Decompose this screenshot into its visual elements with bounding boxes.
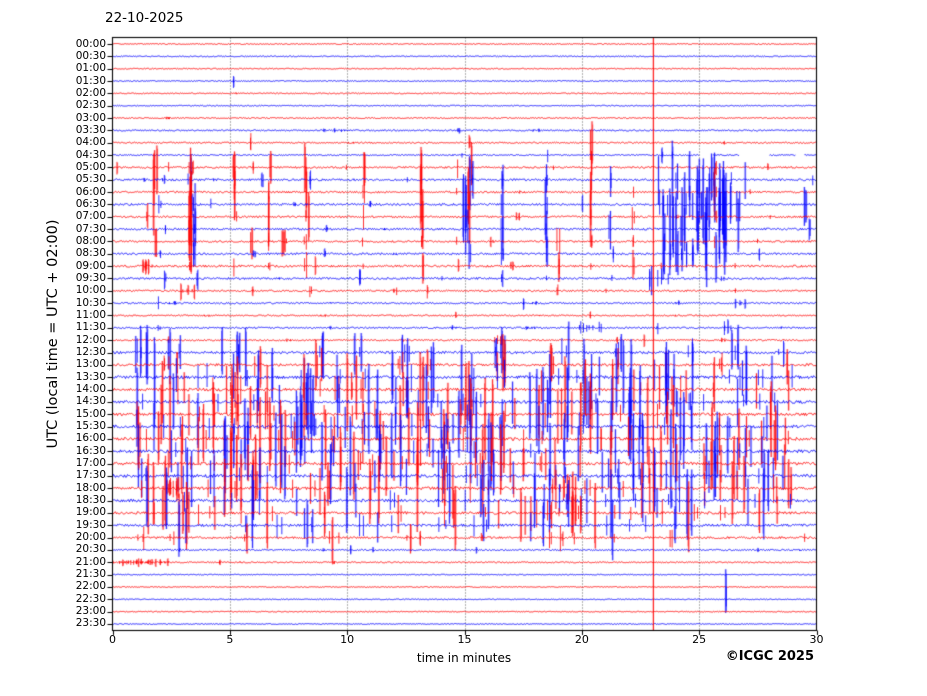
y-tick-label: 03:30 (75, 123, 106, 136)
y-tick-label: 19:30 (75, 518, 106, 531)
x-tick-label: 25 (692, 633, 707, 646)
y-tick-label: 17:30 (75, 469, 106, 482)
y-tick-label: 14:30 (75, 395, 106, 408)
y-tick-label: 10:00 (75, 284, 106, 297)
y-tick-label: 16:30 (75, 444, 106, 457)
y-tick-label: 02:30 (75, 99, 106, 112)
y-tick-label: 13:00 (75, 358, 106, 371)
y-tick-label: 04:30 (75, 148, 106, 161)
y-tick-label: 13:30 (75, 370, 106, 383)
y-tick-label: 22:00 (75, 580, 106, 593)
y-tick-label: 14:00 (75, 383, 106, 396)
y-tick-label: 10:30 (75, 296, 106, 309)
x-tick-label: 20 (574, 633, 589, 646)
y-tick-label: 21:00 (75, 555, 106, 568)
y-tick-label: 00:00 (75, 37, 106, 50)
y-tick-label: 06:30 (75, 197, 106, 210)
y-tick-label: 18:30 (75, 494, 106, 507)
y-tick-label: 05:30 (75, 173, 106, 186)
y-tick-label: 11:30 (75, 321, 106, 334)
y-tick-label: 21:30 (75, 568, 106, 581)
x-tick-label: 5 (226, 633, 234, 646)
y-tick-label: 12:00 (75, 333, 106, 346)
x-tick-label: 10 (340, 633, 355, 646)
y-tick-label: 01:00 (75, 62, 106, 75)
y-tick-label: 15:30 (75, 420, 106, 433)
x-tick-label: 15 (457, 633, 472, 646)
y-tick-label: 18:00 (75, 481, 106, 494)
y-tick-label: 01:30 (75, 74, 106, 87)
y-tick-label: 09:00 (75, 259, 106, 272)
y-tick-label: 06:00 (75, 185, 106, 198)
y-tick-label: 12:30 (75, 346, 106, 358)
copyright-label: ©ICGC 2025 (725, 649, 814, 664)
date-label: 22-10-2025 (105, 10, 184, 26)
y-tick-label: 11:00 (75, 308, 106, 321)
x-axis-label: time in minutes (416, 651, 512, 665)
x-tick-label: 0 (109, 633, 116, 646)
y-tick-label: 04:00 (75, 136, 106, 149)
y-tick-label: 17:00 (75, 457, 106, 470)
y-tick-label: 15:00 (75, 407, 106, 420)
y-tick-label: 23:30 (75, 617, 106, 630)
y-tick-label: 00:30 (75, 49, 106, 62)
y-tick-label: 03:00 (75, 111, 106, 124)
y-tick-label: 20:30 (75, 543, 106, 556)
y-tick-label: 02:00 (75, 86, 106, 99)
y-tick-label: 16:00 (75, 432, 106, 445)
y-tick-label: 19:00 (75, 506, 106, 519)
y-tick-label: 23:00 (75, 605, 106, 618)
y-tick-label: 05:00 (75, 160, 106, 173)
x-tick-label: 30 (809, 633, 824, 646)
y-tick-label: 08:30 (75, 247, 106, 260)
y-tick-label: 08:00 (75, 234, 106, 247)
y-tick-label: 07:00 (75, 210, 106, 223)
y-tick-label: 22:30 (75, 592, 106, 605)
y-tick-label: 20:00 (75, 531, 106, 544)
y-tick-label: 07:30 (75, 222, 106, 235)
y-tick-label: 09:30 (75, 271, 106, 284)
